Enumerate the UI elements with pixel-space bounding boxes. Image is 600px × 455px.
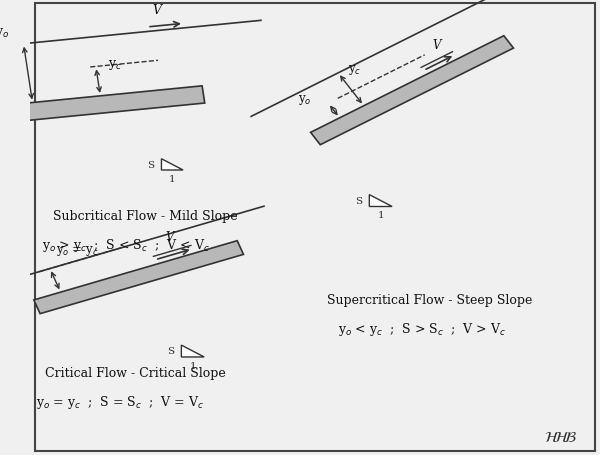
Text: y$_o$ < y$_c$  ;  S > S$_c$  ;  V > V$_c$: y$_o$ < y$_c$ ; S > S$_c$ ; V > V$_c$: [338, 321, 506, 338]
Text: S: S: [167, 347, 175, 356]
Polygon shape: [10, 86, 205, 123]
Text: 1: 1: [190, 361, 196, 370]
Text: V: V: [165, 230, 173, 243]
Polygon shape: [311, 36, 514, 146]
Text: y$_c$: y$_c$: [109, 58, 122, 72]
Text: S: S: [356, 197, 362, 206]
Text: Supercritical Flow - Steep Slope: Supercritical Flow - Steep Slope: [326, 293, 532, 307]
Text: S: S: [148, 161, 155, 169]
Text: y$_o$ > y$_c$  ;  S < S$_c$  ;  V < V$_c$: y$_o$ > y$_c$ ; S < S$_c$ ; V < V$_c$: [42, 237, 210, 253]
Text: V: V: [432, 39, 440, 52]
Text: $\mathcal{H}\!\mathcal{H}\!\mathcal{B}$: $\mathcal{H}\!\mathcal{H}\!\mathcal{B}$: [544, 430, 577, 444]
Text: 1: 1: [377, 211, 384, 220]
Text: 1: 1: [169, 174, 176, 183]
Text: y$_c$: y$_c$: [349, 63, 362, 77]
Polygon shape: [34, 241, 244, 314]
Polygon shape: [370, 195, 392, 207]
Text: y$_o$ = y$_c$  ;  S = S$_c$  ;  V = V$_c$: y$_o$ = y$_c$ ; S = S$_c$ ; V = V$_c$: [36, 394, 204, 410]
Text: Critical Flow - Critical Slope: Critical Flow - Critical Slope: [44, 366, 226, 379]
Text: Subcritical Flow - Mild Slope: Subcritical Flow - Mild Slope: [53, 209, 238, 222]
Polygon shape: [161, 159, 183, 171]
Text: y$_o$: y$_o$: [0, 26, 9, 40]
Text: y$_o$ = y$_c$: y$_o$ = y$_c$: [56, 243, 98, 258]
Text: y$_o$: y$_o$: [298, 92, 311, 106]
Polygon shape: [181, 345, 204, 357]
Text: V: V: [152, 4, 161, 17]
